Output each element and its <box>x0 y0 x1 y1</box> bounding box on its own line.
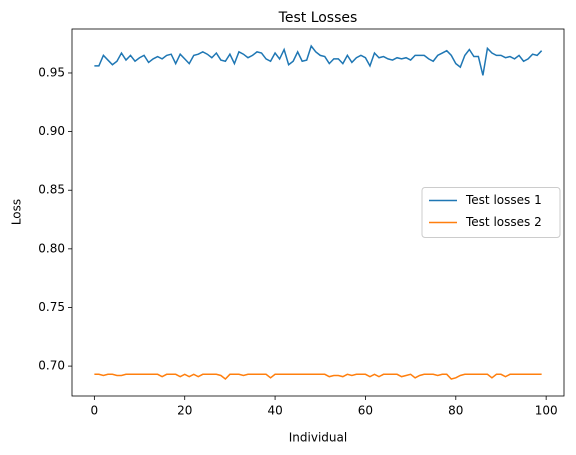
y-tick-label: 0.80 <box>38 241 65 255</box>
legend-label: Test losses 2 <box>465 215 542 229</box>
y-tick-label: 0.95 <box>38 65 65 79</box>
line-series <box>94 373 542 381</box>
y-axis-label: Loss <box>10 199 24 225</box>
legend-label: Test losses 1 <box>465 193 542 207</box>
x-tick-label: 20 <box>177 404 192 418</box>
y-tick-label: 0.85 <box>38 183 65 197</box>
line-series <box>94 44 543 76</box>
x-tick-label: 100 <box>535 404 558 418</box>
chart-title: Test Losses <box>278 10 358 26</box>
x-tick-label: 80 <box>448 404 463 418</box>
x-tick-label: 40 <box>267 404 282 418</box>
y-tick-label: 0.90 <box>38 124 65 138</box>
x-tick-label: 60 <box>358 404 373 418</box>
y-tick-label: 0.75 <box>38 300 65 314</box>
x-axis-label: Individual <box>289 431 347 445</box>
plot-frame <box>71 28 565 397</box>
x-tick-label: 0 <box>91 404 99 418</box>
y-tick-label: 0.70 <box>38 359 65 373</box>
